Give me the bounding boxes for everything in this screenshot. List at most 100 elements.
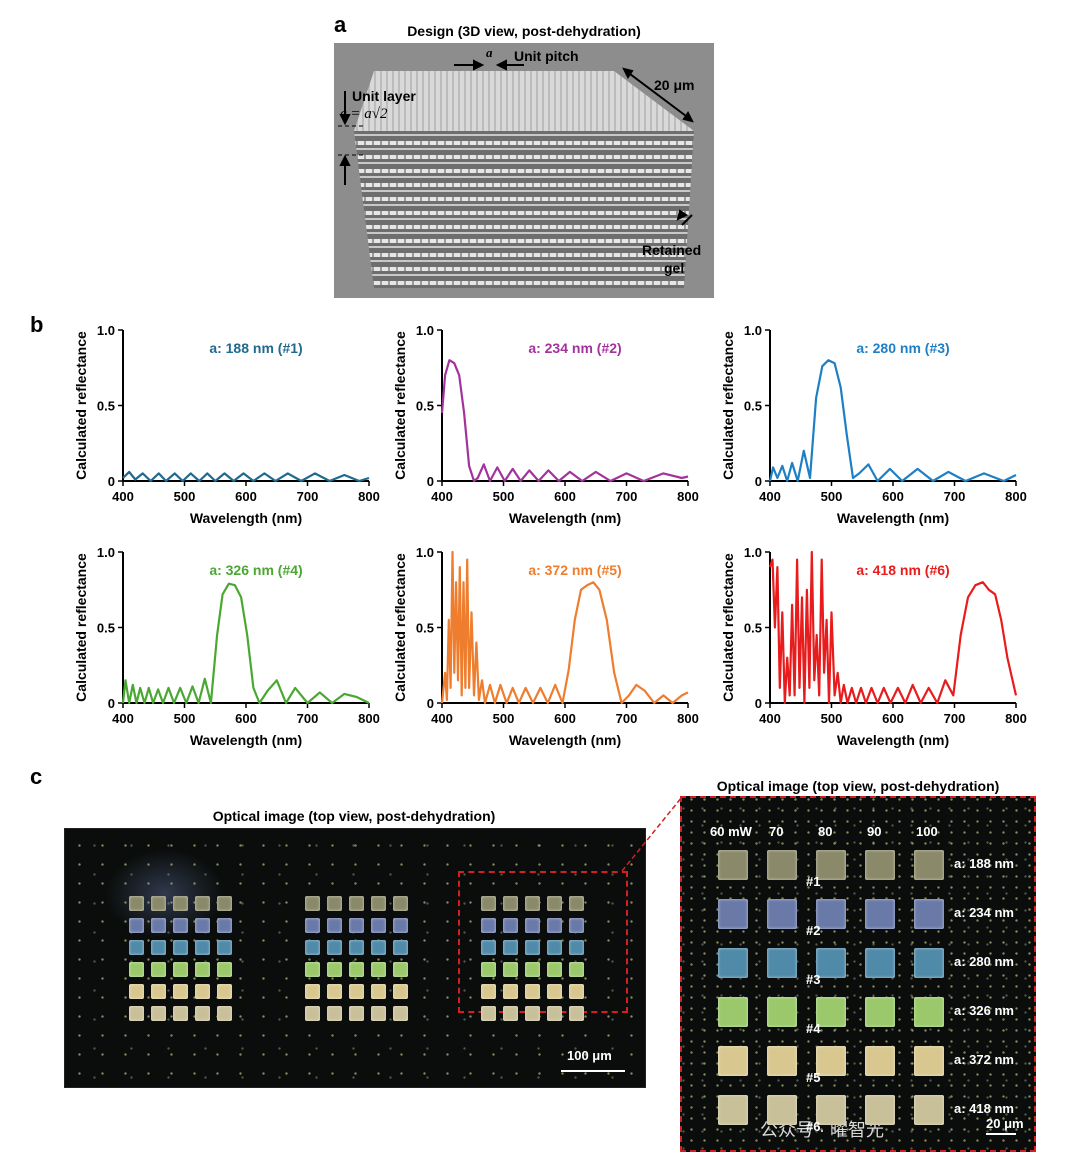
spectrum-chart-3: 400 500 600 700 800 0 0.5 1.0 Wavelength (nm) Cal… <box>712 316 1052 528</box>
overview-square <box>349 962 364 977</box>
overview-square <box>393 896 408 911</box>
overview-square <box>217 918 232 933</box>
overview-square <box>525 918 540 933</box>
y-tick-label: 1.0 <box>97 323 115 338</box>
reflectance-series-line <box>440 359 689 483</box>
x-tick-label: 400 <box>759 489 781 504</box>
overview-square <box>481 940 496 955</box>
power-label: 100 <box>916 824 938 839</box>
overview-square <box>525 896 540 911</box>
overview-square <box>217 1006 232 1021</box>
y-tick-label: 0.5 <box>97 621 115 636</box>
x-axis-label: Wavelength (nm) <box>509 510 621 526</box>
x-tick-label: 700 <box>944 489 966 504</box>
zoom-square <box>816 1095 846 1125</box>
y-tick-label: 0.5 <box>416 621 434 636</box>
overview-square <box>481 984 496 999</box>
x-tick-label: 700 <box>297 489 319 504</box>
y-tick-label: 0.5 <box>416 399 434 414</box>
overview-square <box>327 1006 342 1021</box>
overview-square <box>569 1006 584 1021</box>
overview-square <box>305 1006 320 1021</box>
overview-square <box>503 1006 518 1021</box>
pitch-label: a: 418 nm <box>954 1101 1014 1116</box>
power-label: 90 <box>867 824 882 839</box>
chart-title: a: 188 nm (#1) <box>209 340 302 356</box>
x-tick-label: 500 <box>821 711 843 726</box>
x-tick-label: 500 <box>821 489 843 504</box>
y-tick-label: 0 <box>755 474 762 489</box>
overview-square <box>217 962 232 977</box>
overview-square <box>481 896 496 911</box>
zoom-square <box>767 1095 797 1125</box>
overview-square <box>547 984 562 999</box>
lattice-front-face <box>354 131 694 288</box>
overview-square <box>305 918 320 933</box>
overview-square <box>217 940 232 955</box>
zoom-box <box>458 871 628 1013</box>
zoom-square <box>718 1095 748 1125</box>
zoom-square <box>767 948 797 978</box>
overview-square <box>349 896 364 911</box>
caption-left: Optical image (top view, post-dehydratio… <box>212 808 496 824</box>
zoom-square <box>865 997 895 1027</box>
x-tick-label: 600 <box>235 489 257 504</box>
y-axis-label: Calculated reflectance <box>720 331 736 480</box>
overview-square <box>349 984 364 999</box>
panel-c-letter: c <box>30 764 43 789</box>
overview-square <box>547 962 562 977</box>
overview-square <box>305 984 320 999</box>
overview-square <box>129 1006 144 1021</box>
zoom-square <box>914 997 944 1027</box>
y-tick-label: 0.5 <box>97 399 115 414</box>
overview-square <box>349 918 364 933</box>
overview-square <box>569 918 584 933</box>
pitch-label: a: 280 nm <box>954 954 1014 969</box>
spectrum-chart-5: 400 500 600 700 800 0 0.5 1.0 Wavelength (nm) Cal… <box>384 538 724 750</box>
overview-square <box>151 940 166 955</box>
zoom-square <box>914 850 944 880</box>
sample-id-label: #3 <box>806 972 821 987</box>
pitch-label: a: 326 nm <box>954 1003 1014 1018</box>
overview-square <box>151 1006 166 1021</box>
panel-b-letter: b <box>30 312 44 337</box>
overview-square <box>327 984 342 999</box>
overview-square <box>173 1006 188 1021</box>
x-tick-label: 500 <box>493 711 515 726</box>
overview-square <box>349 940 364 955</box>
zoom-square <box>865 1046 895 1076</box>
x-tick-label: 600 <box>235 711 257 726</box>
label-20um: 20 μm <box>654 77 695 93</box>
overview-square <box>173 918 188 933</box>
overview-square <box>305 940 320 955</box>
pitch-label: a: 372 nm <box>954 1052 1014 1067</box>
overview-square <box>195 896 210 911</box>
pitch-label: a: 234 nm <box>954 905 1014 920</box>
overview-square <box>393 918 408 933</box>
overview-square <box>173 940 188 955</box>
chart-title: a: 326 nm (#4) <box>209 562 302 578</box>
overview-square <box>481 918 496 933</box>
overview-square <box>129 962 144 977</box>
label-unit-layer: Unit layer <box>352 88 416 104</box>
y-tick-label: 0.5 <box>744 399 762 414</box>
y-tick-label: 1.0 <box>416 323 434 338</box>
zoom-square <box>767 1046 797 1076</box>
lattice-top-face <box>354 71 694 131</box>
power-label: 60 mW <box>710 824 752 839</box>
overview-square <box>173 962 188 977</box>
x-tick-label: 700 <box>944 711 966 726</box>
overview-square <box>371 984 386 999</box>
panel-a-letter: a <box>334 12 347 37</box>
zoom-square <box>816 997 846 1027</box>
y-tick-label: 1.0 <box>97 545 115 560</box>
overview-square <box>305 962 320 977</box>
x-tick-label: 800 <box>1005 489 1027 504</box>
sample-id-label: #1 <box>806 874 821 889</box>
y-tick-label: 0 <box>755 696 762 711</box>
label-retained: Retained <box>642 242 702 258</box>
overview-square <box>503 984 518 999</box>
x-tick-label: 400 <box>431 711 453 726</box>
chart-title: a: 418 nm (#6) <box>856 562 949 578</box>
overview-square <box>327 896 342 911</box>
